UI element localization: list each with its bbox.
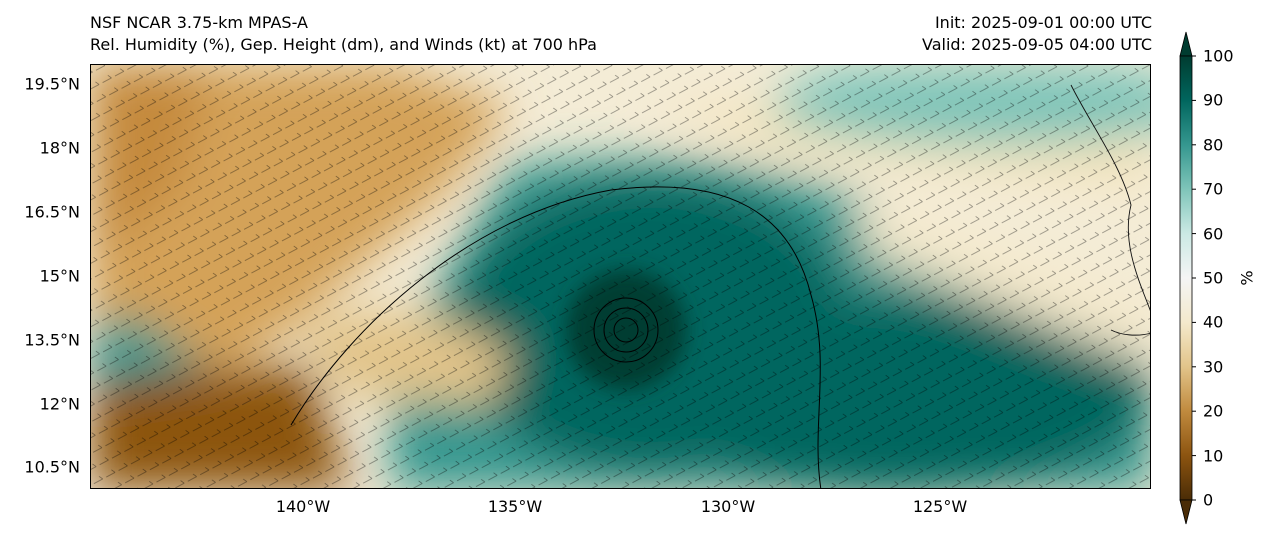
- colorbar-tick: 100: [1203, 46, 1234, 66]
- valid-time: Valid: 2025-09-05 04:00 UTC: [921, 35, 1152, 54]
- colorbar-tick: 40: [1203, 312, 1224, 332]
- colorbar-tick: 80: [1203, 135, 1224, 155]
- lat-label: 16.5°N: [24, 202, 80, 222]
- title-fields: Rel. Humidity (%), Gep. Height (dm), and…: [90, 35, 597, 54]
- lat-label: 15°N: [39, 266, 80, 286]
- colorbar-max-arrow: [1179, 31, 1193, 57]
- lat-label: 13.5°N: [24, 330, 80, 350]
- colorbar-tick: 30: [1203, 357, 1224, 377]
- colorbar-tick: 20: [1203, 401, 1224, 421]
- colorbar-tick: 90: [1203, 90, 1224, 110]
- colorbar-tick: 50: [1203, 268, 1224, 288]
- height-contours: [290, 186, 822, 488]
- lon-label: 135°W: [487, 497, 543, 516]
- lon-label: 125°W: [912, 497, 968, 516]
- lat-label: 10.5°N: [24, 457, 80, 477]
- lat-label: 19.5°N: [24, 74, 80, 94]
- lon-label: 140°W: [275, 497, 331, 516]
- title-model: NSF NCAR 3.75-km MPAS-A: [90, 13, 308, 32]
- map-panel: [90, 64, 1151, 489]
- lat-label: 12°N: [39, 394, 80, 414]
- colorbar-min-arrow: [1179, 499, 1193, 525]
- lon-label: 130°W: [700, 497, 756, 516]
- colorbar-tick: 70: [1203, 179, 1224, 199]
- colorbar-gradient: [1179, 55, 1193, 501]
- wind-barbs: [91, 65, 1150, 488]
- colorbar-unit-label: %: [1237, 270, 1257, 286]
- lat-label: 18°N: [39, 138, 80, 158]
- humidity-map: [91, 65, 1150, 488]
- init-time: Init: 2025-09-01 00:00 UTC: [934, 13, 1152, 32]
- colorbar: [1179, 31, 1196, 525]
- colorbar-tick: 10: [1203, 446, 1224, 466]
- colorbar-tick: 0: [1203, 490, 1214, 510]
- coastlines: [1070, 84, 1150, 336]
- colorbar-tick: 60: [1203, 224, 1224, 244]
